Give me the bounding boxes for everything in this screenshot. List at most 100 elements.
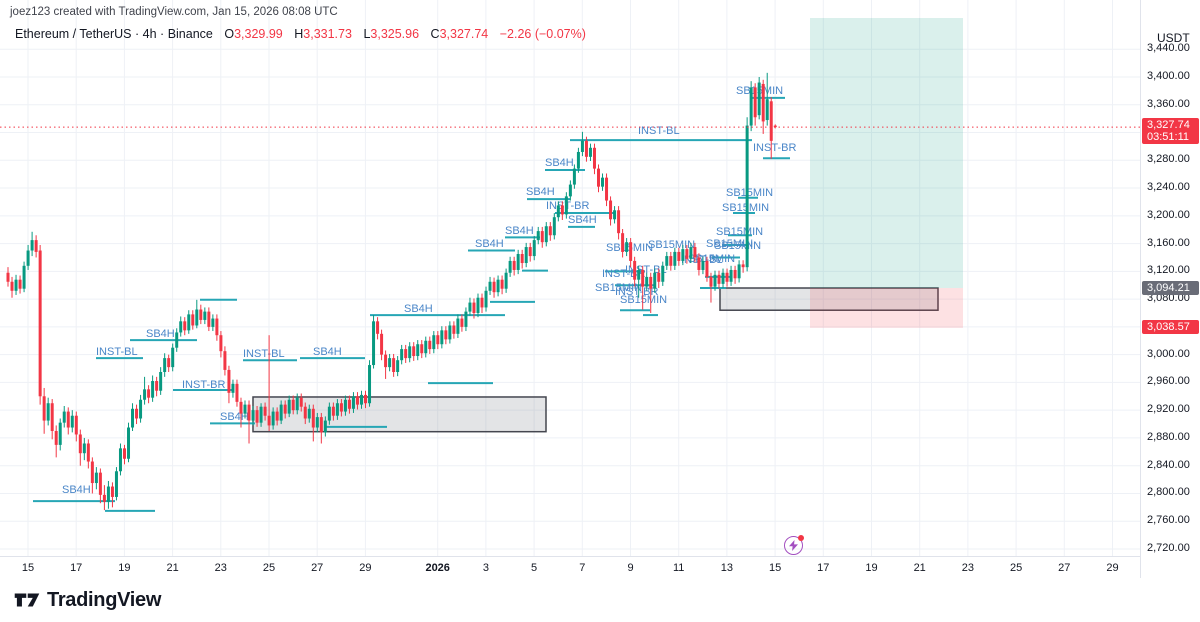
position-profit-box[interactable] xyxy=(810,18,963,289)
price-tick-label: 2,720.00 xyxy=(1147,541,1190,554)
candle-body xyxy=(508,260,512,273)
candle-body xyxy=(203,311,207,320)
time-tick-label: 3 xyxy=(482,562,489,574)
candle-body xyxy=(588,147,592,157)
candle-body xyxy=(78,434,82,454)
position-loss-box[interactable] xyxy=(810,288,963,328)
candle-body xyxy=(191,314,195,326)
interval-label[interactable]: 4h xyxy=(142,27,157,41)
time-tick-label: 11 xyxy=(672,562,685,574)
candle-body xyxy=(633,260,637,280)
candle-body xyxy=(114,471,118,497)
candle-body xyxy=(452,325,456,334)
candle-body xyxy=(745,125,749,268)
trend-line-label: INST-BL xyxy=(243,348,285,360)
notification-dot xyxy=(798,535,804,541)
trend-line-label: SB4H xyxy=(62,484,91,496)
candle-body xyxy=(580,140,584,152)
candle-body xyxy=(677,251,681,261)
candle-body xyxy=(741,264,745,268)
candle-body xyxy=(279,404,283,421)
time-tick-label: 13 xyxy=(720,562,734,574)
trend-line-label: SB4H xyxy=(146,328,175,340)
time-axis[interactable]: 15 17 19 21 23 25 27 29 2026 3 5 7 9 11 13 15 17 19 21 23 25… xyxy=(0,556,1140,579)
chart-pane[interactable]: SB4H INST-BL SB4H INST-BR SB4H INST-BL SB4H SB4… xyxy=(0,0,1140,556)
range-box[interactable] xyxy=(719,287,939,311)
time-tick-label: 9 xyxy=(627,562,634,574)
candle-body xyxy=(179,321,183,333)
candle-body xyxy=(110,486,114,497)
candle-body xyxy=(283,404,287,414)
price-tick-label: 3,080.00 xyxy=(1147,292,1190,305)
drawing-label: SB15MIN xyxy=(595,282,642,294)
open-value: 3,329.99 xyxy=(234,27,283,41)
range-box[interactable] xyxy=(252,396,547,433)
trend-line-label: SB4H xyxy=(526,186,555,198)
tradingview-logo-text: TradingView xyxy=(47,588,162,611)
stop-price-badge: 3,038.57 xyxy=(1142,319,1199,334)
drawing-label: SB15MIN xyxy=(726,187,773,199)
candle-body xyxy=(239,401,243,414)
candle-body xyxy=(629,242,633,261)
price-tick-label: 2,880.00 xyxy=(1147,430,1190,443)
tradingview-logo[interactable]: TradingView xyxy=(14,588,161,612)
candle-body xyxy=(552,217,556,236)
candle-body xyxy=(319,417,323,433)
candle-body xyxy=(26,250,30,266)
candle-body xyxy=(66,411,70,428)
candle-body xyxy=(532,240,536,257)
candle-body xyxy=(757,82,761,116)
candle-body xyxy=(303,406,307,419)
time-tick-label: 19 xyxy=(118,562,131,574)
candle-body xyxy=(195,309,199,326)
candle-body xyxy=(584,140,588,157)
candle-body xyxy=(155,381,159,391)
candle-body xyxy=(773,125,777,128)
time-tick-label: 19 xyxy=(865,562,878,574)
candle-body xyxy=(151,381,155,398)
candle-body xyxy=(199,309,203,320)
candle-body xyxy=(143,389,147,400)
candle-body xyxy=(159,371,163,391)
time-tick-label: 5 xyxy=(531,562,538,574)
candle-body xyxy=(693,247,697,258)
symbol-legend[interactable]: Ethereum / TetherUS · 4h · Binance O3,32… xyxy=(15,27,586,41)
candle-body xyxy=(753,87,757,118)
low-value: 3,325.96 xyxy=(370,27,420,41)
candle-body xyxy=(609,200,613,220)
trend-line-label: INST-BL xyxy=(638,125,680,137)
candle-body xyxy=(38,250,42,397)
candle-body xyxy=(605,177,609,201)
candle-body xyxy=(424,340,428,354)
time-tick-label: 21 xyxy=(913,562,926,574)
candle-body xyxy=(50,403,54,431)
price-tick-label: 3,280.00 xyxy=(1147,153,1190,166)
price-axis[interactable]: USDT 3,327.74 03:51:11 3,094.21 3,038.57… xyxy=(1140,0,1200,578)
candle-body xyxy=(637,269,641,280)
candle-body xyxy=(765,99,769,121)
candle-body xyxy=(131,408,135,428)
time-tick-label: 29 xyxy=(359,562,372,574)
candle-body xyxy=(139,399,143,419)
candle-body xyxy=(737,264,741,279)
change-value: −2.26 (−0.07%) xyxy=(499,27,586,41)
time-tick-label: 2026 xyxy=(425,562,450,574)
candle-body xyxy=(468,302,472,312)
flash-event-icon[interactable] xyxy=(784,535,804,555)
high-value: 3,331.73 xyxy=(303,27,352,41)
candle-body xyxy=(275,411,279,421)
open-label: O xyxy=(224,27,235,41)
symbol-title[interactable]: Ethereum / TetherUS xyxy=(15,27,132,41)
candle-body xyxy=(251,410,255,421)
candle-body xyxy=(94,472,98,484)
candle-body xyxy=(315,417,319,428)
candle-body xyxy=(476,297,480,313)
candle-body xyxy=(335,403,339,416)
trend-line-label: INST-BL xyxy=(96,346,138,358)
candle-body xyxy=(34,240,38,252)
candle-body xyxy=(259,406,263,423)
candle-body xyxy=(291,399,295,411)
candle-body xyxy=(460,318,464,327)
close-value: 3,327.74 xyxy=(439,27,489,41)
